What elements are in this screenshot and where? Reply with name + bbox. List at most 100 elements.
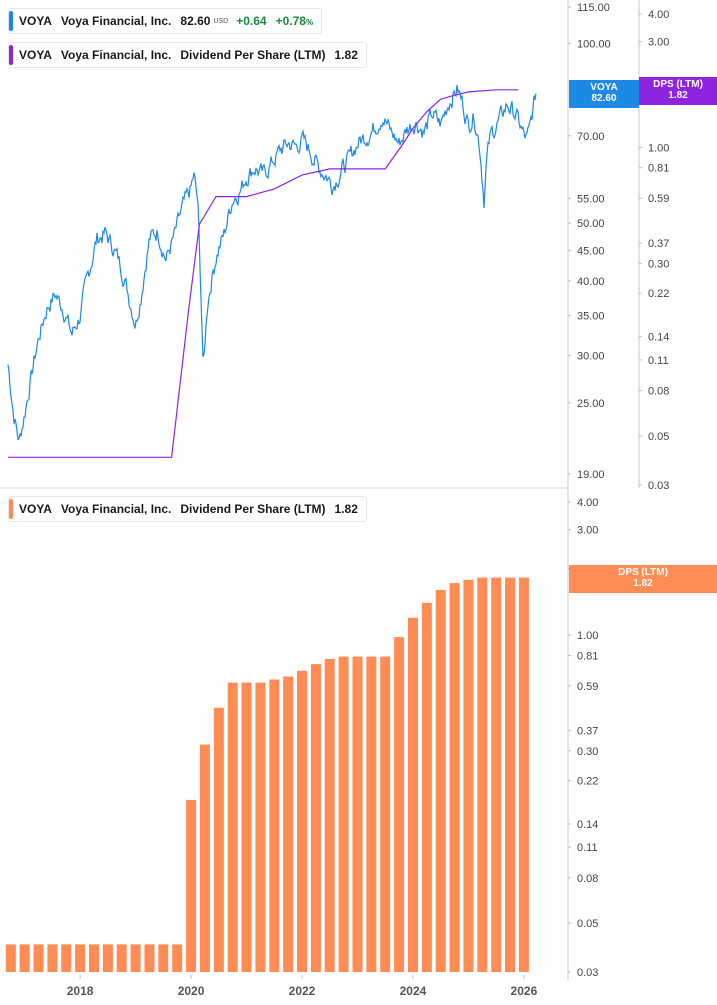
dps-line <box>8 89 519 458</box>
dps-bar <box>491 577 502 972</box>
dps-tick-label: 0.37 <box>577 726 598 738</box>
dps-bar <box>518 577 529 972</box>
dps-tick-label: 4.00 <box>648 9 669 21</box>
dps-bar <box>449 583 460 972</box>
price-tick-label: 25.00 <box>577 398 605 410</box>
legend-price: VOYA Voya Financial, Inc. 82.60 USD +0.6… <box>8 8 323 34</box>
price-tick-label: 50.00 <box>577 218 605 230</box>
dps-bar <box>352 656 363 972</box>
dps-line-swatch <box>9 45 13 65</box>
legend-value: 1.82 <box>334 502 358 516</box>
dps-bar <box>435 590 446 972</box>
dps-bar <box>408 617 418 972</box>
dps-bars <box>5 577 529 972</box>
dps-bar <box>47 944 58 972</box>
dps-bar <box>324 659 335 972</box>
legend-company: Voya Financial, Inc. <box>60 502 172 516</box>
dps-bar <box>19 944 30 972</box>
dps-tick-label: 1.00 <box>577 630 598 642</box>
dps-tag-value: 1.82 <box>633 578 653 589</box>
dps-bar <box>186 799 197 972</box>
legend-metric: Dividend Per Share (LTM) <box>180 502 326 516</box>
dps-bar <box>505 577 515 972</box>
dps-bar <box>421 602 432 972</box>
dps-bar <box>477 577 488 972</box>
dps-tick-label: 0.59 <box>577 681 598 693</box>
price-tick-label: 100.00 <box>577 38 611 50</box>
price-tick-label: 35.00 <box>577 311 605 323</box>
dps-bar <box>394 637 405 972</box>
dps-tick-label: 0.30 <box>577 746 598 758</box>
x-tick-label: 2022 <box>289 984 316 998</box>
price-tick-label: 40.00 <box>577 276 605 288</box>
dps-bar <box>255 682 266 972</box>
dps-bar <box>213 707 224 972</box>
dps-tick-label: 0.08 <box>577 873 598 885</box>
dps-tag-label: DPS (LTM) <box>653 79 703 90</box>
price-tag-value: 82.60 <box>591 93 617 104</box>
dps-bar <box>380 656 391 972</box>
dps-bar <box>199 744 210 972</box>
legend-change-pct: +0.78% <box>276 14 314 28</box>
price-tag-ticker: VOYA <box>590 82 618 93</box>
axis-ticks: 115.00 100.00 70.00 55.00 50.00 45.00 40.00 35.… <box>67 2 670 998</box>
dps-bar <box>116 944 127 972</box>
dps-tick-label: 0.22 <box>648 288 669 300</box>
legend-currency: USD <box>213 17 229 25</box>
dps-bar <box>75 944 86 972</box>
dps-tick-label: 0.11 <box>577 842 598 854</box>
dps-bar <box>283 676 294 972</box>
legend-ticker: VOYA <box>19 48 52 62</box>
dps-bar <box>297 670 307 972</box>
legend-ticker: VOYA <box>19 14 52 28</box>
dps-tick-label: 0.14 <box>577 819 598 831</box>
x-tick-label: 2020 <box>178 984 205 998</box>
dps-tick-label: 0.05 <box>648 431 669 443</box>
x-tick-label: 2018 <box>67 984 94 998</box>
dps-bar <box>172 944 183 972</box>
dps-tick-label: 0.59 <box>648 193 669 205</box>
legend-ticker: VOYA <box>19 502 52 516</box>
price-swatch <box>9 11 13 31</box>
dps-bar <box>269 679 280 972</box>
dps-bar <box>61 944 72 972</box>
dps-tick-label: 0.05 <box>577 918 598 930</box>
dps-bar <box>130 944 141 972</box>
legend-dps-bars: VOYA Voya Financial, Inc. Dividend Per S… <box>8 496 367 522</box>
price-tick-label: 55.00 <box>577 193 605 205</box>
legend-change-pct-number: +0.78 <box>275 14 306 28</box>
price-tick-label: 115.00 <box>577 2 610 14</box>
dps-tick-label: 3.00 <box>577 525 598 537</box>
dps-bar <box>33 944 44 972</box>
dps-bar <box>241 682 252 972</box>
dps-tick-label: 0.08 <box>648 386 669 398</box>
dps-tick-label: 0.14 <box>648 332 669 344</box>
dps-tick-label: 0.37 <box>648 238 669 250</box>
plot-lines <box>7 84 537 458</box>
price-tick-label: 30.00 <box>577 351 605 363</box>
dps-tick-label: 4.00 <box>577 497 598 509</box>
legend-change-pct-symbol: % <box>305 18 314 27</box>
legend-value: 1.82 <box>334 48 358 62</box>
legend-metric: Dividend Per Share (LTM) <box>180 48 326 62</box>
dps-bar <box>144 944 155 972</box>
x-tick-label: 2024 <box>400 984 427 998</box>
dps-bar <box>227 682 238 972</box>
dps-line-value-tag: DPS (LTM) 1.82 <box>639 77 717 105</box>
dps-tick-label: 0.03 <box>648 480 669 492</box>
legend-dps-line: VOYA Voya Financial, Inc. Dividend Per S… <box>8 42 367 68</box>
price-line <box>7 84 537 441</box>
dps-tick-label: 0.22 <box>577 776 598 788</box>
dps-tick-label: 1.00 <box>648 142 669 154</box>
dps-bar <box>463 579 474 972</box>
dps-bar <box>366 656 377 972</box>
dps-bar <box>310 664 321 972</box>
x-tick-label: 2026 <box>511 984 538 998</box>
dps-tick-label: 0.03 <box>577 967 598 979</box>
price-value-tag: VOYA 82.60 <box>569 80 639 108</box>
price-tick-label: 70.00 <box>577 131 605 143</box>
legend-price-value: 82.60 <box>180 14 211 28</box>
legend-company: Voya Financial, Inc. <box>60 48 172 62</box>
dps-bar-swatch <box>9 499 13 519</box>
